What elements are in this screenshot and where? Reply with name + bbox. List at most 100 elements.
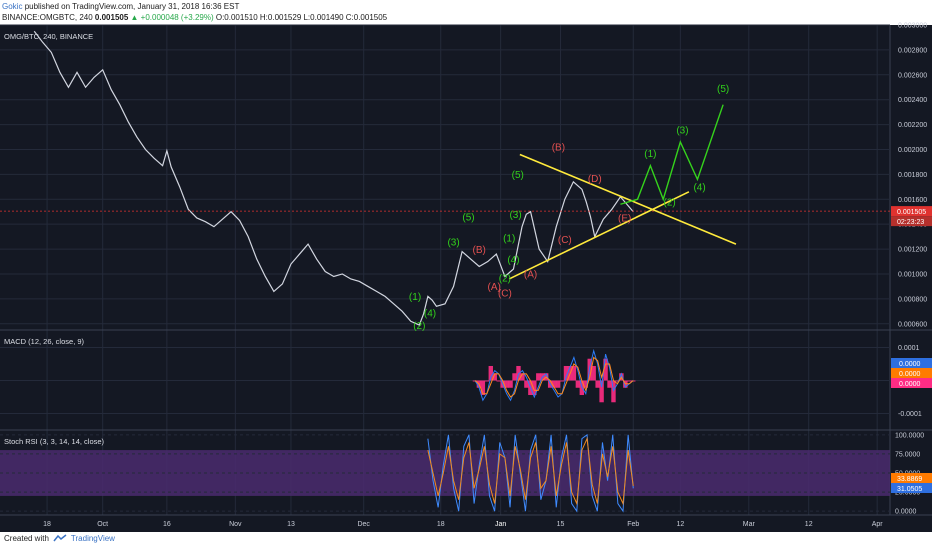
chart-canvas[interactable]: 18 Oct 16 Nov 13 Dec 18 Jan 15 Feb 12 Mar 12 Apr 0.000…	[0, 0, 932, 532]
stoch-title: Stoch RSI (3, 3, 14, 14, close)	[4, 437, 105, 446]
macd-histogram-bar	[508, 380, 513, 388]
macd-histogram-bar	[559, 380, 565, 382]
x-tick-label: 12	[805, 521, 813, 528]
wave-label-green: (1)	[644, 149, 656, 160]
x-tick-label: Apr	[872, 521, 884, 528]
x-tick-label: Jan	[495, 521, 506, 528]
x-tick-label: 15	[557, 521, 565, 528]
macd-histogram-bar	[599, 380, 604, 403]
author-link[interactable]: Gokic	[2, 2, 23, 11]
wave-label-green: (5)	[717, 84, 729, 95]
macd-histogram-bar	[595, 380, 600, 388]
published-text: published on TradingView.com, January 31…	[24, 2, 240, 11]
macd-histogram-bar	[583, 380, 588, 388]
wave-label-green: (1)	[503, 234, 515, 245]
x-tick-label: Mar	[743, 521, 756, 528]
stoch-y-tick-label: 75.0000	[895, 451, 920, 458]
stoch-series-line	[427, 436, 634, 506]
stoch-value-label: 33.8869	[897, 476, 922, 483]
countdown-tag	[891, 216, 932, 227]
x-tick-label: 12	[676, 521, 684, 528]
macd-histogram-bar	[480, 380, 486, 396]
wave-label-red: (E)	[618, 214, 631, 225]
y-tick-label: 0.001200	[898, 247, 927, 254]
macd-histogram-bar	[575, 380, 581, 388]
tradingview-brand-link[interactable]: TradingView	[70, 534, 115, 543]
wave-label-green: (4)	[693, 183, 705, 194]
y-tick-label: 0.003000	[898, 23, 927, 30]
current-price-tag	[891, 206, 932, 217]
macd-title: MACD (12, 26, close, 9)	[4, 337, 85, 346]
macd-series-line	[474, 356, 634, 398]
x-tick-label: 13	[287, 521, 295, 528]
wave-projection-line	[620, 104, 724, 205]
stoch-y-tick-label: 25.0000	[895, 490, 920, 497]
created-with-text: Created with	[4, 534, 49, 543]
x-tick-label: 18	[43, 521, 51, 528]
y-tick-label: 0.002600	[898, 72, 927, 79]
triangle-lower-line	[508, 191, 690, 280]
macd-histogram-bar	[496, 380, 501, 382]
wave-label-red: (B)	[552, 143, 565, 154]
macd-histogram-bar	[520, 373, 525, 381]
macd-histogram-bar	[563, 365, 569, 381]
current-price-label: 0.001505	[897, 209, 926, 216]
stoch-y-tick-label: 100.0000	[895, 432, 924, 439]
wave-label-red: (B)	[473, 245, 486, 256]
wave-label-green: (3)	[447, 237, 459, 248]
symbol-name: BINANCE:OMGBTC, 240	[2, 13, 93, 22]
y-tick-label: 0.002200	[898, 122, 927, 129]
publish-line: Gokic published on TradingView.com, Janu…	[2, 2, 239, 12]
wave-label-green: (2)	[499, 273, 511, 284]
macd-histogram-bar	[492, 373, 497, 381]
macd-value-tag	[891, 358, 932, 368]
macd-histogram-bar	[488, 365, 493, 381]
y-tick-label: 0.001800	[898, 172, 927, 179]
wave-label-green: (3)	[676, 125, 688, 136]
stoch-value-label: 31.0505	[897, 486, 922, 493]
last-price: 0.001505	[94, 13, 129, 22]
tradingview-logo-icon	[53, 534, 67, 542]
y-tick-label: 0.001600	[898, 197, 927, 204]
x-tick-label: Oct	[97, 521, 108, 528]
macd-y-tick-label: 0.0001	[898, 345, 920, 352]
footer: Created with TradingView	[4, 534, 115, 543]
y-tick-label: 0.000600	[898, 321, 927, 328]
macd-value-label: 0.0000	[899, 361, 921, 368]
wave-label-green: (4)	[507, 255, 519, 266]
wave-label-green: (2)	[413, 321, 425, 332]
macd-histogram-bar	[571, 365, 577, 381]
wave-label-green: (1)	[409, 292, 421, 303]
countdown-label: 02:23:23	[897, 219, 924, 226]
x-tick-label: 16	[163, 521, 171, 528]
macd-histogram-bar	[504, 380, 509, 388]
macd-histogram-bar	[607, 380, 612, 388]
wave-label-red: (C)	[498, 288, 512, 299]
macd-value-tag	[891, 368, 932, 378]
macd-histogram-bar	[532, 380, 537, 396]
main-pane-title: OMG/BTC, 240, BINANCE	[4, 32, 93, 41]
triangle-upper-line	[519, 153, 737, 245]
macd-histogram-bar	[591, 365, 596, 381]
macd-histogram-bar	[627, 380, 632, 382]
stoch-value-tag	[891, 473, 932, 483]
wave-label-red: (C)	[558, 235, 572, 246]
y-tick-label: 0.002400	[898, 97, 927, 104]
y-tick-label: 0.002800	[898, 47, 927, 54]
macd-histogram-bar	[615, 380, 620, 382]
macd-value-label: 0.0000	[899, 381, 921, 388]
wave-label-red: (D)	[588, 174, 602, 185]
macd-histogram-bar	[536, 373, 541, 381]
macd-value-label: 0.0000	[899, 371, 921, 378]
macd-histogram-bar	[611, 380, 616, 403]
ohlc-values: O:0.001510 H:0.001529 L:0.001490 C:0.001…	[215, 13, 388, 22]
x-tick-label: Nov	[229, 521, 242, 528]
y-tick-label: 0.001000	[898, 271, 927, 278]
macd-y-tick-label: -0.0001	[898, 411, 922, 418]
x-tick-label: Dec	[357, 521, 370, 528]
wave-label-red: (A)	[488, 282, 501, 293]
wave-label-red: (A)	[524, 270, 537, 281]
macd-series-line	[474, 348, 634, 402]
macd-histogram-bar	[551, 380, 557, 388]
